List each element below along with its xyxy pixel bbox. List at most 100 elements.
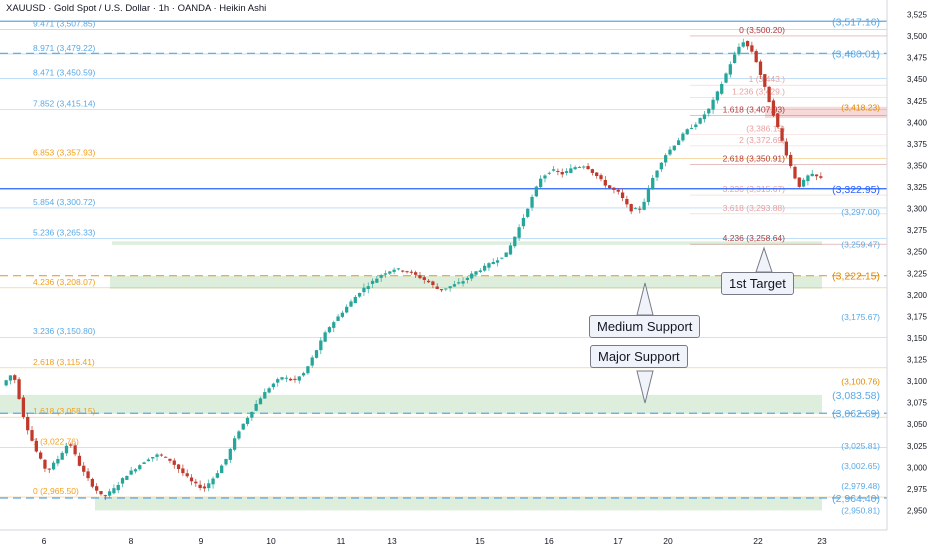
fib-label-left: 5.854 (3,300.72): [33, 197, 96, 207]
price-tick-label: 3,325: [907, 183, 928, 192]
fib-label-left: 8.971 (3,479.22): [33, 43, 96, 53]
level-label: (3,418.23): [841, 103, 880, 113]
candle-body: [332, 322, 336, 328]
level-label: (2,979.48): [841, 481, 880, 491]
level-label: (3,062.69): [832, 408, 880, 420]
candle-body: [64, 445, 69, 454]
candle-body: [176, 464, 181, 470]
candle-body: [801, 179, 806, 187]
candle-body: [185, 473, 189, 477]
candle-body: [629, 204, 633, 212]
level-label: (2,950.81): [841, 506, 880, 516]
candle-body: [155, 454, 159, 457]
candle-body: [289, 378, 293, 381]
candle-body: [146, 459, 151, 462]
fib-label-left: 5.236 (3,265.33): [33, 227, 96, 237]
price-tick-label: 2,975: [907, 485, 928, 494]
candle-body: [758, 61, 763, 75]
candle-body: [198, 484, 202, 489]
candle-body: [396, 268, 401, 270]
candle-body: [409, 271, 413, 273]
fib-label-right: 2 (3,372.69): [739, 135, 785, 145]
candle-body: [780, 128, 784, 141]
price-tick-label: 3,200: [907, 291, 928, 300]
chart-title: XAUUSD · Gold Spot / U.S. Dollar · 1h · …: [6, 3, 267, 14]
candle-body: [728, 64, 732, 75]
candle-body: [530, 196, 534, 208]
candle-body: [517, 227, 521, 238]
candle-body: [474, 271, 478, 275]
candle-body: [86, 471, 90, 479]
candle-body: [99, 491, 103, 495]
candle-body: [357, 292, 362, 297]
candle-body: [168, 458, 172, 461]
candle-body: [504, 252, 508, 257]
candle-body: [810, 173, 814, 177]
candle-body: [720, 83, 724, 94]
candle-body: [776, 113, 780, 128]
price-tick-label: 3,025: [907, 442, 928, 451]
candle-body: [254, 403, 258, 411]
price-tick-label: 3,150: [907, 334, 928, 343]
fib-label-left: 1.618 (3,058.15): [33, 406, 96, 416]
candle-body: [388, 271, 392, 274]
level-label: (3,322.95): [832, 184, 880, 196]
candle-body: [702, 114, 707, 120]
candle-body: [112, 488, 116, 494]
candle-body: [668, 149, 672, 155]
time-tick-label: 9: [199, 536, 204, 546]
candle-body: [814, 174, 819, 177]
candle-body: [431, 281, 435, 286]
candle-body: [547, 172, 551, 174]
candle-body: [457, 282, 461, 284]
level-label: (3,002.65): [841, 461, 880, 471]
candle-body: [732, 54, 737, 64]
candle-body: [232, 438, 237, 450]
candle-body: [336, 316, 340, 321]
candle-body: [577, 166, 582, 168]
candle-body: [82, 465, 86, 472]
fib-label-right: 4.236 (3,258.64): [723, 233, 786, 243]
callout-medium-support: Medium Support: [589, 315, 701, 338]
candle-body: [819, 176, 823, 178]
candle-body: [258, 398, 263, 405]
candle-body: [159, 454, 163, 456]
candle-body: [659, 162, 663, 170]
candle-body: [625, 198, 629, 205]
price-tick-label: 3,350: [907, 161, 928, 170]
candle-body: [491, 261, 495, 264]
price-tick-label: 3,175: [907, 312, 928, 321]
candle-body: [293, 378, 297, 380]
time-tick-label: 22: [753, 536, 763, 546]
candle-body: [189, 477, 194, 482]
price-tick-label: 3,475: [907, 54, 928, 63]
candle-body: [310, 357, 314, 366]
support-zone: [95, 497, 822, 511]
candle-body: [465, 277, 470, 280]
candle-body: [151, 456, 155, 459]
candle-body: [237, 431, 241, 439]
candle-body: [280, 377, 284, 380]
candle-body: [646, 188, 651, 203]
candle-body: [707, 108, 711, 114]
candle-body: [103, 495, 107, 497]
candle-body: [276, 379, 280, 383]
candle-body: [284, 377, 288, 379]
candle-body: [435, 286, 439, 289]
candle-body: [375, 278, 379, 283]
candle-body: [34, 440, 38, 452]
candle-body: [116, 484, 120, 491]
fib-label-left: 7.852 (3,415.14): [33, 98, 96, 108]
candle-body: [590, 169, 595, 173]
price-tick-label: 3,250: [907, 248, 928, 257]
level-label: (3,175.67): [841, 312, 880, 322]
candle-body: [340, 312, 345, 317]
candle-body: [383, 273, 388, 275]
candle-body: [664, 155, 668, 163]
callout-pointer: [636, 370, 654, 404]
fib-label-left: 3.236 (3,150.80): [33, 326, 96, 336]
candle-body: [95, 486, 99, 491]
candle-body: [120, 478, 125, 484]
candle-body: [414, 272, 418, 275]
